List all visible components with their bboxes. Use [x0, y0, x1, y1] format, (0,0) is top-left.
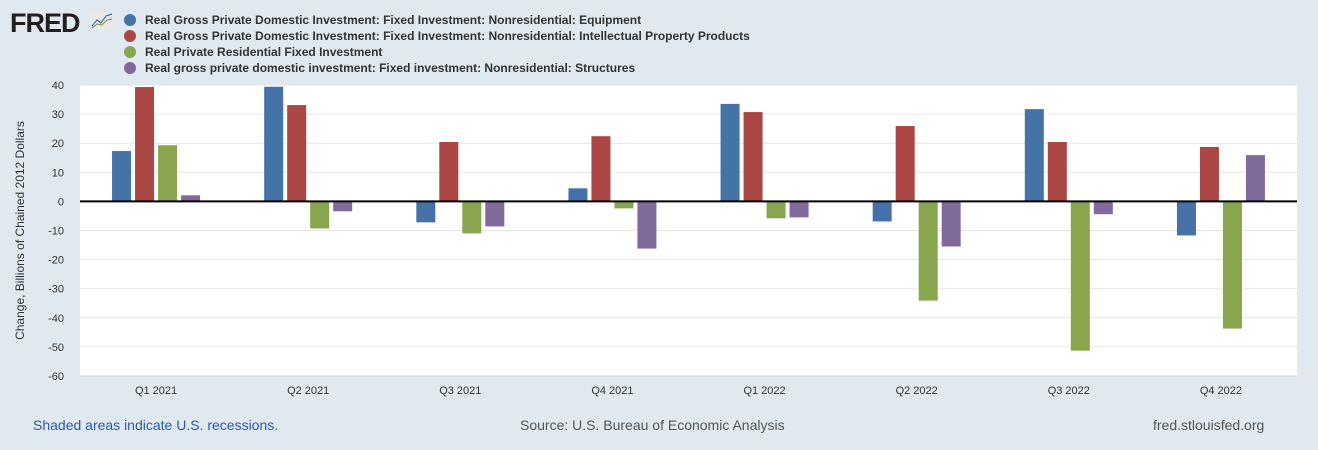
bar [264, 86, 284, 202]
bar [112, 151, 132, 202]
legend-label: Real Gross Private Domestic Investment: … [145, 29, 750, 43]
y-axis-label: Change, Billions of Chained 2012 Dollars [13, 121, 27, 340]
y-tick-label: 30 [52, 109, 64, 121]
bar [333, 201, 353, 212]
bar [439, 142, 459, 202]
y-tick-label: -30 [48, 284, 64, 296]
y-tick-label: -40 [48, 313, 64, 325]
legend-item[interactable]: Real Gross Private Domestic Investment: … [124, 28, 750, 44]
bar [158, 145, 178, 202]
bar [485, 201, 505, 227]
bar [766, 201, 786, 219]
bar [872, 201, 892, 222]
bar [941, 201, 961, 247]
bar [416, 201, 436, 223]
bar [135, 87, 155, 202]
y-tick-label: 20 [52, 138, 64, 150]
legend-marker [124, 14, 136, 26]
bar [743, 112, 763, 202]
y-tick-label: 0 [58, 196, 64, 208]
legend-label: Real gross private domestic investment: … [145, 61, 636, 75]
x-tick-label: Q2 2022 [896, 385, 938, 397]
legend-marker [124, 46, 136, 58]
x-tick-label: Q3 2022 [1048, 385, 1090, 397]
y-tick-label: -10 [48, 226, 64, 238]
bar [591, 136, 611, 202]
chart-legend: Real Gross Private Domestic Investment: … [124, 12, 750, 76]
legend-marker [124, 30, 136, 42]
bar [614, 201, 634, 209]
bar-chart: 40 30 20 10 0 -10 -20 -30 -40 -50 -60 Q1 2021 Q2 202… [13, 80, 1297, 397]
bar [1222, 201, 1242, 329]
bar [1047, 142, 1067, 202]
legend-label: Real Private Residential Fixed Investmen… [145, 45, 383, 59]
x-tick-label: Q1 2021 [135, 385, 177, 397]
bar [918, 201, 938, 301]
bar [720, 103, 740, 202]
bar [287, 105, 307, 202]
bar [1024, 109, 1044, 202]
y-tick-label: -20 [48, 255, 64, 267]
bar [1245, 155, 1265, 202]
x-tick-label: Q4 2021 [591, 385, 633, 397]
fred-logo[interactable]: FRED [10, 8, 80, 38]
fred-graph-icon [90, 11, 114, 30]
x-tick-label: Q4 2022 [1200, 385, 1242, 397]
legend-item[interactable]: Real Gross Private Domestic Investment: … [124, 12, 750, 28]
legend-item[interactable]: Real Private Residential Fixed Investmen… [124, 44, 750, 60]
bar [310, 201, 330, 229]
bar [1199, 146, 1219, 202]
x-tick-label: Q3 2021 [439, 385, 481, 397]
x-tick-label: Q1 2022 [743, 385, 785, 397]
bar [895, 126, 915, 202]
legend-item[interactable]: Real gross private domestic investment: … [124, 60, 750, 76]
y-tick-label: -50 [48, 342, 64, 354]
legend-label: Real Gross Private Domestic Investment: … [145, 13, 642, 27]
legend-marker [124, 62, 136, 74]
y-tick-label: -60 [48, 371, 64, 383]
bar [1176, 201, 1196, 236]
x-tick-label: Q2 2021 [287, 385, 329, 397]
y-tick-label: 10 [52, 167, 64, 179]
recession-note: Shaded areas indicate U.S. recessions. [33, 417, 279, 433]
bar [789, 201, 809, 218]
bar [462, 201, 482, 234]
bar [637, 201, 657, 249]
y-tick-label: 40 [52, 80, 64, 92]
source-text: Source: U.S. Bureau of Economic Analysis [520, 417, 785, 433]
site-link[interactable]: fred.stlouisfed.org [1153, 417, 1265, 433]
bar [568, 188, 588, 202]
bar [1070, 201, 1090, 351]
bar [1093, 201, 1113, 215]
bar [181, 195, 201, 202]
